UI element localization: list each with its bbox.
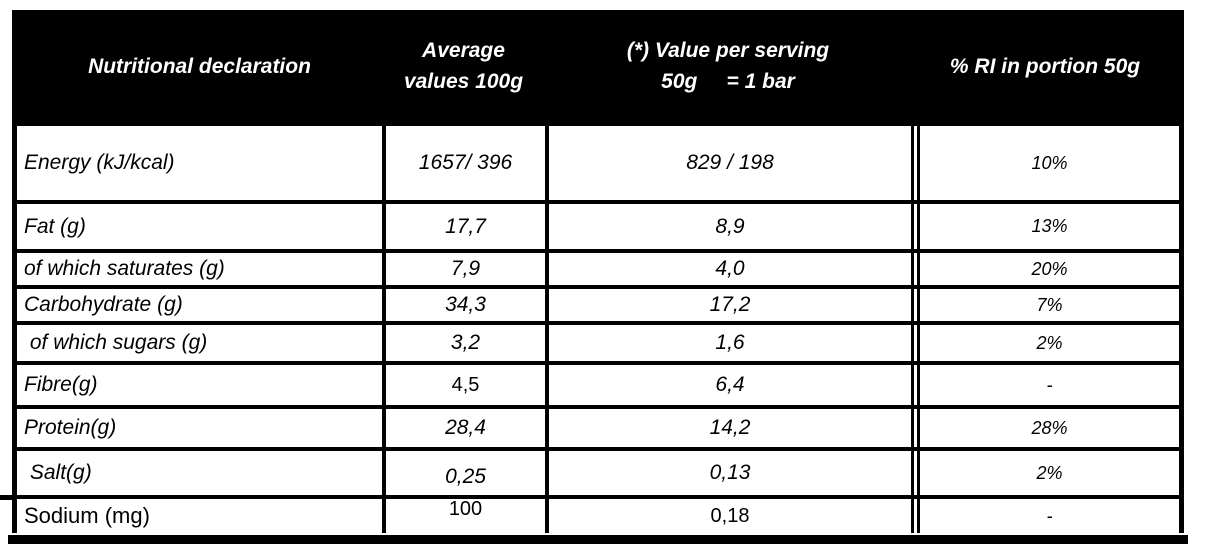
- header-ri-portion: % RI in portion 50g: [911, 10, 1179, 122]
- cell-serving: 14,2: [545, 409, 911, 447]
- header-nutritional-declaration: Nutritional declaration: [17, 10, 382, 122]
- cell-ri: 10%: [911, 126, 1179, 200]
- cell-label: Carbohydrate (g): [24, 293, 183, 316]
- cell-label: Energy (kJ/kcal): [24, 151, 175, 174]
- cell-per100: 28,4: [382, 409, 545, 447]
- cell-label: Fat (g): [24, 214, 86, 238]
- header-col2-line2: values 100g: [403, 70, 524, 93]
- header-col4-text: % RI in portion 50g: [949, 54, 1141, 78]
- cell-serving: 4,0: [545, 253, 911, 285]
- table-row-energy: Energy (kJ/kcal) 1657/ 396 829 / 198 10%: [17, 122, 1179, 200]
- table-row-sugars: of which sugars (g) 3,2 1,6 2%: [17, 321, 1179, 361]
- cell-per100: 17,7: [382, 204, 545, 249]
- header-value-per-serving: (*) Value per serving 50g = 1 bar: [545, 10, 911, 122]
- table-row-saturates: of which saturates (g) 7,9 4,0 20%: [17, 249, 1179, 285]
- cell-ri: -: [911, 499, 1179, 533]
- border-tick-decoration: [0, 495, 17, 500]
- table-row-carbohydrate: Carbohydrate (g) 34,3 17,2 7%: [17, 285, 1179, 321]
- cell-per100: 34,3: [382, 289, 545, 321]
- cell-label: Salt(g): [24, 461, 92, 484]
- cell-ri: -: [911, 365, 1179, 405]
- cell-per100: 0,25: [382, 451, 545, 495]
- table-row-fat: Fat (g) 17,7 8,9 13%: [17, 200, 1179, 249]
- cell-label: Fibre(g): [24, 373, 98, 396]
- cell-per100: 1657/ 396: [382, 126, 545, 200]
- table-row-protein: Protein(g) 28,4 14,2 28%: [17, 405, 1179, 447]
- table-header-row: Nutritional declaration Average values 1…: [17, 10, 1179, 122]
- bottom-rule-bar: [8, 535, 1188, 544]
- cell-serving: 6,4: [545, 365, 911, 405]
- cell-per100: 3,2: [382, 325, 545, 361]
- cell-serving: 1,6: [545, 325, 911, 361]
- table-row-salt: Salt(g) 0,25 0,13 2%: [17, 447, 1179, 495]
- cell-per100: 4,5: [382, 365, 545, 405]
- cell-label: Protein(g): [24, 416, 117, 439]
- header-col3-line1: (*) Value per serving: [626, 39, 830, 62]
- cell-serving: 0,18: [545, 499, 911, 533]
- cell-ri: 28%: [911, 409, 1179, 447]
- header-col2-line1: Average: [422, 39, 505, 62]
- cell-label: of which saturates (g): [24, 257, 225, 280]
- table-row-sodium: Sodium (mg) 100 0,18 -: [17, 495, 1179, 533]
- cell-serving: 17,2: [545, 289, 911, 321]
- cell-ri: 20%: [911, 253, 1179, 285]
- header-col1-text: Nutritional declaration: [88, 54, 311, 78]
- cell-per100: 100: [382, 499, 545, 533]
- cell-ri: 13%: [911, 204, 1179, 249]
- cell-label: of which sugars (g): [24, 331, 208, 354]
- cell-per100: 7,9: [382, 253, 545, 285]
- cell-ri: 2%: [911, 325, 1179, 361]
- cell-ri: 7%: [911, 289, 1179, 321]
- table-row-fibre: Fibre(g) 4,5 6,4 -: [17, 361, 1179, 405]
- cell-ri: 2%: [911, 451, 1179, 495]
- cell-label: Sodium (mg): [24, 503, 150, 528]
- nutrition-table: Nutritional declaration Average values 1…: [12, 10, 1184, 533]
- cell-serving: 8,9: [545, 204, 911, 249]
- header-col3-line2: 50g = 1 bar: [661, 70, 795, 93]
- header-average-values-100g: Average values 100g: [382, 10, 545, 122]
- cell-serving: 0,13: [545, 451, 911, 495]
- cell-serving: 829 / 198: [545, 126, 911, 200]
